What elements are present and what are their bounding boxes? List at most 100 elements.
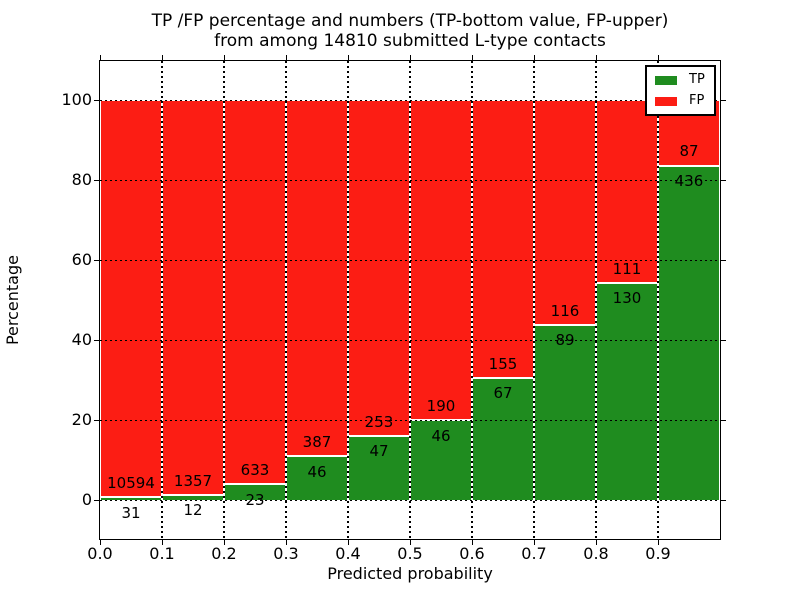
axis-tick (348, 540, 349, 545)
axis-tick (224, 55, 225, 60)
y-tick-label: 80 (71, 170, 92, 189)
tp-count-label: 436 (674, 172, 704, 190)
tp-count-label: 47 (369, 442, 389, 460)
bar-tp-segment (658, 100, 720, 501)
bar-fp-segment (101, 101, 161, 498)
x-axis-label: Predicted probability (327, 564, 493, 583)
plot-area: 10594 31 1357 12 633 23 387 46 253 47 190 46 155 67 11… (99, 60, 721, 540)
vertical-gridline (533, 61, 535, 539)
axis-tick (658, 55, 659, 60)
vertical-gridline (595, 61, 597, 539)
horizontal-gridline (100, 340, 720, 341)
x-tick-label: 0.3 (273, 544, 299, 563)
x-tick-label: 0.6 (459, 544, 485, 563)
axis-tick (94, 340, 99, 341)
fp-count-label: 10594 (107, 474, 155, 492)
y-tick-label: 20 (71, 410, 92, 429)
x-tick-label: 0.1 (149, 544, 175, 563)
chart-title: TP /FP percentage and numbers (TP-bottom… (110, 11, 710, 51)
axis-tick (94, 180, 99, 181)
chart-title-line2: from among 14810 submitted L-type contac… (214, 31, 606, 51)
axis-tick (348, 55, 349, 60)
axis-tick (721, 180, 726, 181)
x-tick-label: 0.8 (583, 544, 609, 563)
x-tick-label: 0.7 (521, 544, 547, 563)
legend-item-fp: FP (655, 94, 706, 108)
legend-swatch-tp-icon (655, 75, 677, 85)
fp-count-label: 87 (679, 142, 699, 160)
axis-tick (94, 100, 99, 101)
bar-tp-segment (348, 100, 410, 501)
axis-tick (596, 55, 597, 60)
axis-tick (224, 540, 225, 545)
x-tick-label: 0.9 (645, 544, 671, 563)
bar-tp-segment (534, 100, 596, 501)
axis-tick (721, 420, 726, 421)
bar-tp-segment (224, 100, 286, 501)
vertical-gridline (347, 61, 349, 539)
tp-count-label: 31 (121, 504, 141, 522)
vertical-gridline (223, 61, 225, 539)
axis-tick (534, 540, 535, 545)
axis-tick (286, 55, 287, 60)
bar-fp-segment (163, 101, 223, 496)
bar-tp-segment (472, 100, 534, 501)
bar-tp-segment (596, 100, 658, 501)
fp-count-label: 387 (302, 433, 332, 451)
axis-tick (286, 540, 287, 545)
y-tick-label: 40 (71, 330, 92, 349)
fp-count-label: 155 (488, 355, 518, 373)
axis-tick (721, 100, 726, 101)
axis-tick (472, 55, 473, 60)
axis-tick (410, 55, 411, 60)
tp-count-label: 46 (307, 463, 327, 481)
axis-tick (94, 260, 99, 261)
horizontal-gridline (100, 500, 720, 501)
x-tick-label: 0.5 (397, 544, 423, 563)
vertical-gridline (285, 61, 287, 539)
x-tick-label: 0.2 (211, 544, 237, 563)
y-tick-label: 60 (71, 250, 92, 269)
axis-tick (94, 420, 99, 421)
legend-swatch-fp-icon (655, 96, 677, 106)
bar-fp-segment (225, 101, 285, 485)
fp-count-label: 1357 (173, 472, 213, 490)
axis-tick (721, 260, 726, 261)
axis-tick (721, 500, 726, 501)
bar-fp-segment (473, 101, 533, 379)
axis-tick (100, 55, 101, 60)
horizontal-gridline (100, 100, 720, 101)
y-tick-label: 0 (81, 490, 92, 509)
bar-fp-segment (411, 101, 471, 421)
tp-count-label: 46 (431, 427, 451, 445)
axis-tick (94, 500, 99, 501)
bar-fp-segment (287, 101, 347, 457)
fp-count-label: 111 (612, 260, 642, 278)
legend-label-tp: TP (689, 72, 705, 87)
axis-tick (658, 540, 659, 545)
legend: TP FP (645, 65, 716, 116)
axis-tick (596, 540, 597, 545)
tp-count-label: 67 (493, 384, 513, 402)
fp-count-label: 633 (240, 461, 270, 479)
tp-count-label: 130 (612, 289, 642, 307)
axis-tick (162, 55, 163, 60)
vertical-gridline (161, 61, 163, 539)
chart-title-line1: TP /FP percentage and numbers (TP-bottom… (151, 11, 669, 31)
axis-tick (472, 540, 473, 545)
axis-tick (534, 55, 535, 60)
vertical-gridline (409, 61, 411, 539)
axis-tick (162, 540, 163, 545)
axis-tick (721, 340, 726, 341)
horizontal-gridline (100, 260, 720, 261)
bar-fp-segment (597, 101, 657, 284)
tp-count-label: 23 (245, 491, 265, 509)
horizontal-gridline (100, 420, 720, 421)
fp-count-label: 253 (364, 413, 394, 431)
x-tick-label: 0.0 (87, 544, 113, 563)
bar-fp-segment (349, 101, 409, 437)
bar-tp-segment (286, 100, 348, 501)
legend-item-tp: TP (655, 73, 706, 87)
y-tick-label: 100 (61, 90, 92, 109)
y-axis-label: Percentage (3, 255, 22, 346)
